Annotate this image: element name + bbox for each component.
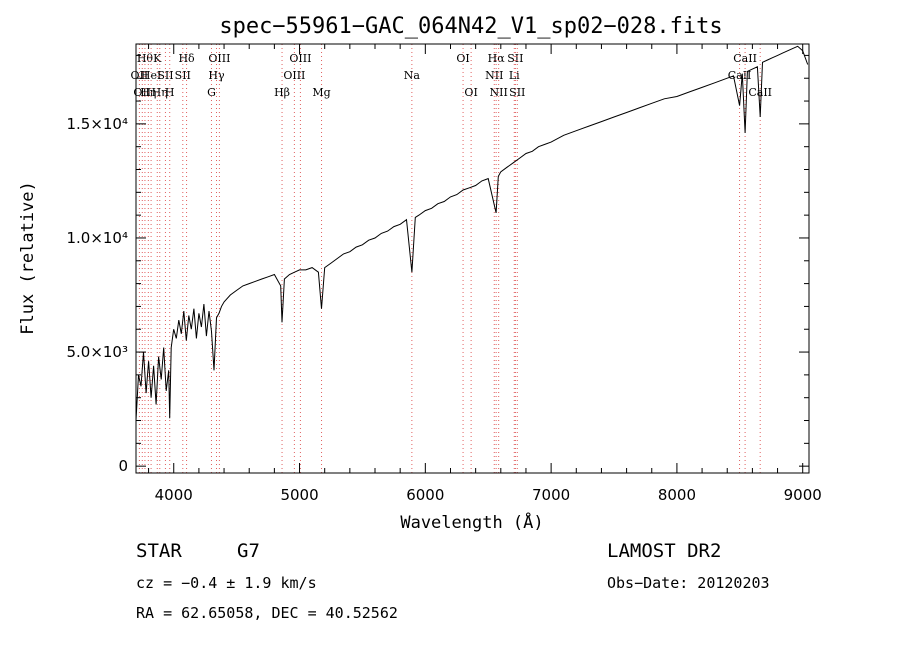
x-axis-ticks: 4000 5000 6000 7000 8000 9000 bbox=[148, 44, 822, 504]
line-marker-label: SII bbox=[507, 52, 523, 65]
line-marker-label: Hη bbox=[152, 86, 168, 99]
line-marker-label: OII bbox=[133, 86, 151, 99]
line-marker-label: OIII bbox=[289, 52, 311, 65]
y-tick-label: 1.0×10⁴ bbox=[66, 229, 128, 247]
line-marker-label: K bbox=[153, 52, 162, 65]
line-marker-label: OI bbox=[464, 86, 477, 99]
line-marker-label: OIII bbox=[208, 52, 230, 65]
x-tick-label: 8000 bbox=[658, 486, 696, 504]
line-marker-label: NII bbox=[485, 69, 503, 82]
y-tick-label: 1.5×10⁴ bbox=[66, 115, 128, 133]
y-tick-label: 5.0×10³ bbox=[66, 343, 128, 361]
line-marker-label: OI bbox=[456, 52, 469, 65]
y-axis-label: Flux (relative) bbox=[18, 181, 38, 335]
line-marker-label: G bbox=[207, 86, 216, 99]
plot-frame bbox=[135, 43, 810, 474]
line-marker-label: Hη bbox=[140, 86, 156, 99]
x-axis-label: Wavelength (Å) bbox=[400, 511, 543, 533]
line-marker-label: SII bbox=[157, 69, 173, 82]
line-marker-label: SII bbox=[175, 69, 191, 82]
line-marker-label: H bbox=[165, 86, 175, 99]
y-axis-ticks: 0 5.0×10³ 1.0×10⁴ 1.5×10⁴ bbox=[66, 54, 809, 475]
spectrum-line bbox=[135, 45, 809, 421]
chart-title: spec−55961−GAC_064N42_V1_sp02−028.fits bbox=[219, 14, 722, 39]
line-marker-label: NII bbox=[490, 86, 508, 99]
spectral-line-markers: OIIOIIHθHηHeIKHηSIIHSIIHδGHγOIIIHβOIIIOI… bbox=[131, 44, 772, 473]
survey-name: LAMOST DR2 bbox=[607, 540, 722, 562]
line-marker-label: Hγ bbox=[208, 69, 225, 82]
line-marker-label: CaII bbox=[748, 86, 772, 99]
x-tick-label: 6000 bbox=[406, 486, 444, 504]
line-marker-label: CaII bbox=[733, 52, 757, 65]
x-tick-label: 5000 bbox=[280, 486, 318, 504]
sky-coordinates: RA = 62.65058, DEC = 40.52562 bbox=[136, 604, 398, 622]
line-marker-label: OII bbox=[131, 69, 149, 82]
line-marker-label: OIII bbox=[283, 69, 305, 82]
line-marker-label: Na bbox=[404, 69, 421, 82]
line-marker-label: Hα bbox=[488, 52, 506, 65]
x-tick-label: 4000 bbox=[155, 486, 193, 504]
line-marker-label: Hβ bbox=[274, 86, 290, 99]
line-marker-label: Hδ bbox=[178, 52, 195, 65]
line-marker-label: Li bbox=[509, 69, 520, 82]
observation-date: Obs−Date: 20120203 bbox=[607, 574, 770, 592]
line-marker-label: Hθ bbox=[137, 52, 154, 65]
x-tick-label: 7000 bbox=[532, 486, 570, 504]
line-marker-label: Mg bbox=[312, 86, 330, 99]
line-marker-label: HeI bbox=[141, 69, 161, 82]
object-class: STAR bbox=[136, 540, 182, 562]
line-marker-label: SII bbox=[509, 86, 525, 99]
x-tick-label: 9000 bbox=[784, 486, 822, 504]
y-tick-label: 0 bbox=[118, 457, 128, 475]
spectral-subclass: G7 bbox=[237, 540, 260, 562]
redshift-cz: cz = −0.4 ± 1.9 km/s bbox=[136, 574, 317, 592]
